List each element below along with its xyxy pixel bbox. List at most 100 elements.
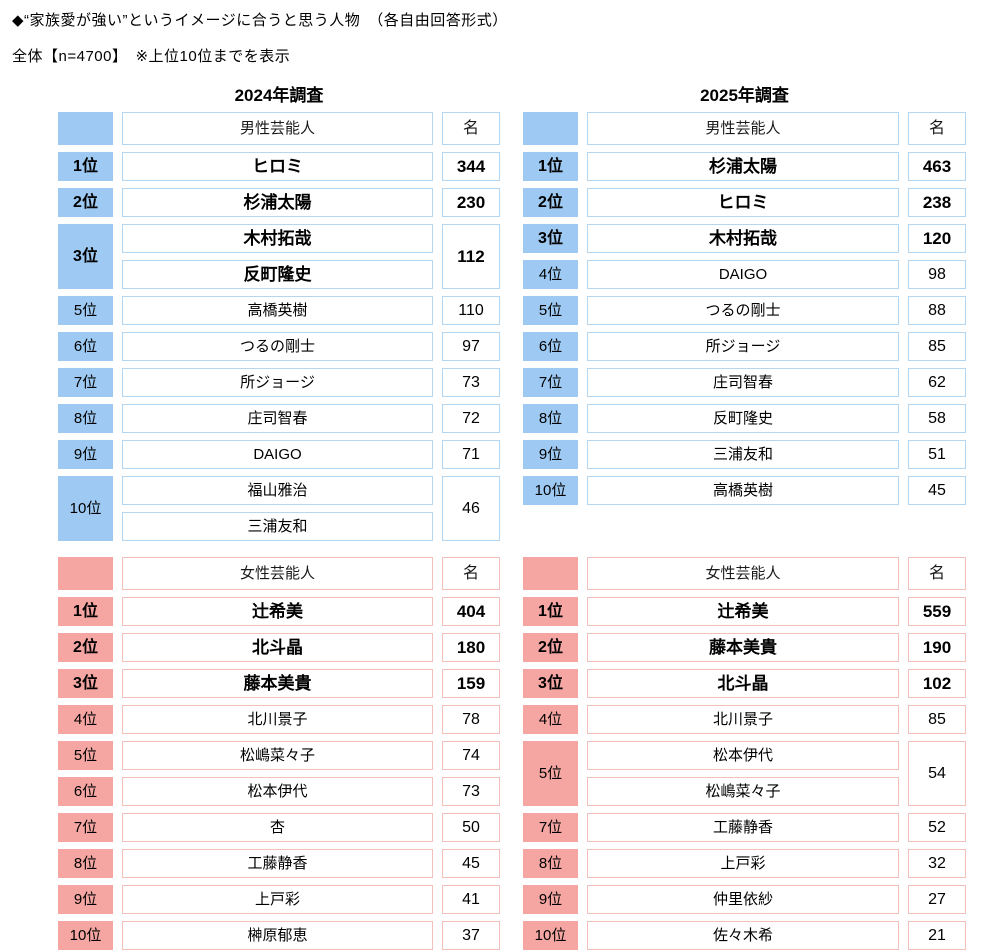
rank-cell: 4位 [58,705,113,734]
value-cell: 21 [908,921,966,950]
name-cell: DAIGO [122,440,433,469]
rank-cell: 9位 [58,885,113,914]
rank-cell: 5位 [523,296,578,325]
rank-header-cell [523,112,578,145]
rank-cell: 7位 [58,368,113,397]
name-cell: 松本伊代 [122,777,433,806]
table-row: 3位 北斗晶 102 [523,669,966,698]
value-cell: 97 [442,332,500,361]
name-cell: 反町隆史 [587,404,899,433]
name-cell: 高橋英樹 [122,296,433,325]
category-header-cell: 女性芸能人 [587,557,899,590]
rank-cell: 2位 [58,633,113,662]
rank-cell: 4位 [523,705,578,734]
value-cell: 37 [442,921,500,950]
table-header-row: 女性芸能人名 [523,557,966,590]
value-cell: 98 [908,260,966,289]
name-cell-group: 所ジョージ [122,368,433,397]
name-cell: 榊原郁恵 [122,921,433,950]
value-cell: 190 [908,633,966,662]
rank-cell: 7位 [523,813,578,842]
category-header-cell: 男性芸能人 [587,112,899,145]
table-row: 7位 工藤静香 52 [523,813,966,842]
value-cell: 41 [442,885,500,914]
table-row: 5位 つるの剛士 88 [523,296,966,325]
table-row: 7位杏 50 [58,813,500,842]
rank-cell: 10位 [523,921,578,950]
table-row: 8位 反町隆史 58 [523,404,966,433]
value-cell: 71 [442,440,500,469]
name-cell: 辻希美 [587,597,899,626]
value-cell: 85 [908,705,966,734]
name-cell-group: 庄司智春 [587,368,899,397]
table-row: 8位 工藤静香 45 [58,849,500,878]
unit-header-cell: 名 [442,557,500,590]
name-cell-group: 杏 [122,813,433,842]
name-cell: 上戸彩 [587,849,899,878]
page-subtitle: 全体【n=4700】 ※上位10位までを表示 [12,48,291,65]
value-cell: 73 [442,777,500,806]
table-row: 9位 仲里依紗 27 [523,885,966,914]
unit-header-cell: 名 [908,557,966,590]
value-cell: 230 [442,188,500,217]
name-cell-group: 杉浦太陽 [122,188,433,217]
name-cell: 北斗晶 [587,669,899,698]
rank-header-cell [58,557,113,590]
name-cell-group: 北斗晶 [587,669,899,698]
rank-header-cell [58,112,113,145]
category-header-cell: 男性芸能人 [122,112,433,145]
value-cell: 74 [442,741,500,770]
name-cell-group: 杉浦太陽 [587,152,899,181]
value-cell: 110 [442,296,500,325]
name-cell: DAIGO [587,260,899,289]
value-cell: 238 [908,188,966,217]
page-title: ◆“家族愛が強い”というイメージに合うと思う人物 （各自由回答形式） [12,12,508,29]
name-cell-group: 所ジョージ [587,332,899,361]
table-row: 2位 ヒロミ 238 [523,188,966,217]
name-cell: 反町隆史 [122,260,433,289]
year-label-2025: 2025年調査 [700,86,789,105]
value-cell: 45 [908,476,966,505]
name-cell: つるの剛士 [587,296,899,325]
table-row: 10位 高橋英樹 45 [523,476,966,505]
table-row: 3位 藤本美貴 159 [58,669,500,698]
name-cell-group: 佐々木希 [587,921,899,950]
table-row: 10位 榊原郁恵 37 [58,921,500,950]
rank-cell: 5位 [58,741,113,770]
table-row: 4位 北川景子 85 [523,705,966,734]
name-cell-group: つるの剛士 [122,332,433,361]
rank-header-cell [523,557,578,590]
table-header-row: 女性芸能人名 [58,557,500,590]
name-cell: 杉浦太陽 [587,152,899,181]
table-row: 10位 佐々木希 21 [523,921,966,950]
rank-cell: 10位 [58,476,113,541]
name-cell-group: 工藤静香 [122,849,433,878]
rank-cell: 7位 [523,368,578,397]
table-row: 1位 杉浦太陽 463 [523,152,966,181]
value-cell: 404 [442,597,500,626]
name-cell: つるの剛士 [122,332,433,361]
rank-cell: 5位 [58,296,113,325]
value-cell: 102 [908,669,966,698]
value-cell: 73 [442,368,500,397]
name-cell: 所ジョージ [122,368,433,397]
rank-cell: 6位 [58,777,113,806]
rank-cell: 6位 [58,332,113,361]
value-cell: 78 [442,705,500,734]
value-cell: 50 [442,813,500,842]
rank-cell: 9位 [58,440,113,469]
name-cell: 高橋英樹 [587,476,899,505]
rank-cell: 3位 [523,224,578,253]
name-cell: 三浦友和 [587,440,899,469]
table-2024-male: 男性芸能人名 1位 ヒロミ 344 2位 杉浦太陽 230 3位 木村拓哉 反町隆史 112 5位 高橋… [58,112,500,541]
table-row: 7位 所ジョージ 73 [58,368,500,397]
rank-cell: 10位 [58,921,113,950]
table-row: 2位 北斗晶 180 [58,633,500,662]
value-cell: 27 [908,885,966,914]
table-row: 3位 木村拓哉 120 [523,224,966,253]
name-cell-group: 福山雅治 三浦友和 [122,476,433,541]
value-cell: 58 [908,404,966,433]
name-cell: 木村拓哉 [587,224,899,253]
rank-cell: 8位 [58,849,113,878]
